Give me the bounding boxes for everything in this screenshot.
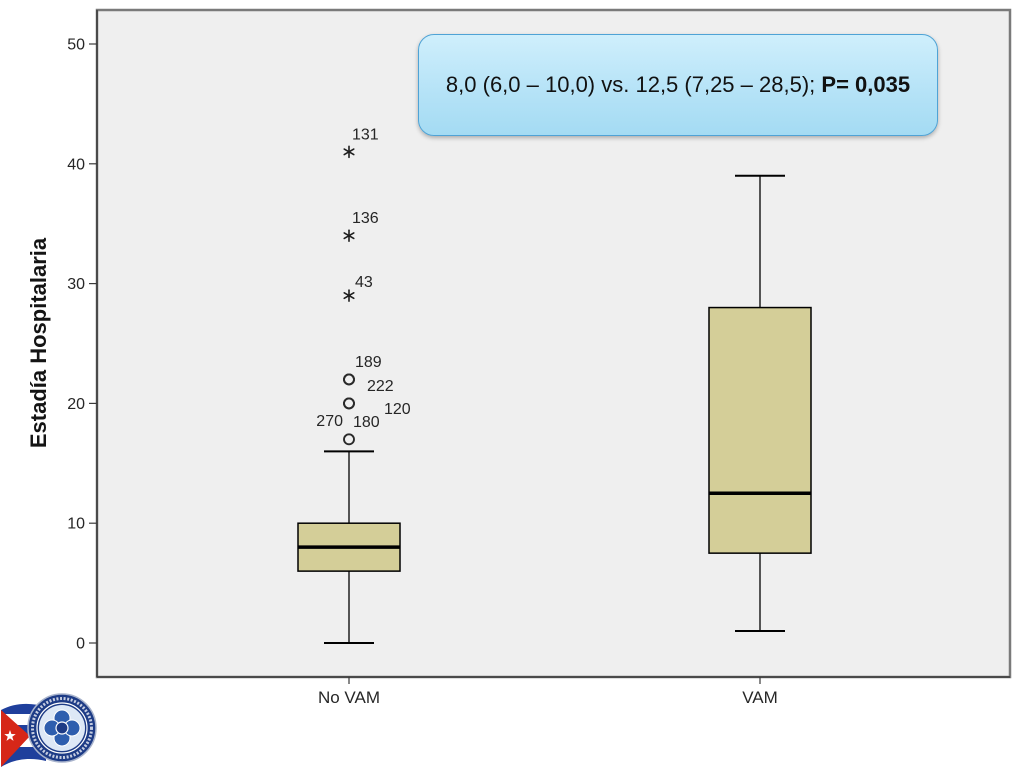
asterisk-stroke bbox=[343, 232, 355, 240]
x-tick-label-no-vam: No VAM bbox=[318, 688, 380, 707]
institute-logo bbox=[1, 693, 97, 767]
y-tick-label: 30 bbox=[67, 276, 85, 293]
annotation-line: 8,0 (6,0 – 10,0) vs. 12,5 (7,25 – 28,5);… bbox=[446, 72, 910, 98]
extreme-outlier-marker bbox=[343, 289, 355, 302]
statistics-annotation-box: 8,0 (6,0 – 10,0) vs. 12,5 (7,25 – 28,5);… bbox=[418, 34, 938, 136]
flag-stripe bbox=[1, 703, 46, 714]
y-tick-label: 40 bbox=[67, 156, 85, 173]
annotation-text: 8,0 (6,0 – 10,0) vs. 12,5 (7,25 – 28,5); bbox=[445, 72, 816, 97]
outlier-label: 136 bbox=[352, 210, 379, 227]
y-tick-label: 10 bbox=[67, 516, 85, 533]
y-tick-label: 50 bbox=[67, 37, 85, 54]
flag-stripe bbox=[1, 714, 46, 725]
outlier-label: 131 bbox=[352, 126, 379, 143]
seal-inner-ring bbox=[36, 702, 88, 754]
flag-triangle bbox=[1, 710, 30, 767]
asterisk-stroke bbox=[343, 292, 355, 300]
flag-star-icon bbox=[4, 730, 16, 741]
box-group-vam bbox=[708, 174, 812, 633]
annotation-p-value: P= 0,035 bbox=[821, 72, 911, 97]
iqr-box bbox=[708, 306, 812, 554]
outlier-label: 222 bbox=[367, 378, 394, 395]
y-axis-title: Estadía Hospitalaria bbox=[26, 237, 51, 448]
y-tick-label: 0 bbox=[76, 636, 85, 653]
outlier-label: 120 bbox=[384, 401, 411, 418]
outlier-label: 270 bbox=[316, 413, 343, 430]
extreme-outlier-marker bbox=[343, 145, 355, 159]
outlier-label: 180 bbox=[353, 414, 380, 431]
y-tick-label: 20 bbox=[67, 396, 85, 413]
asterisk-stroke bbox=[343, 148, 355, 156]
outlier-marker bbox=[343, 397, 355, 410]
outlier-marker bbox=[343, 373, 355, 386]
outlier-label: 189 bbox=[355, 354, 382, 371]
outlier-marker bbox=[343, 433, 355, 446]
x-tick-label-vam: VAM bbox=[742, 688, 778, 707]
outlier-label: 43 bbox=[355, 274, 373, 291]
seal-lettering-band bbox=[31, 697, 93, 759]
extreme-outlier-marker bbox=[343, 229, 355, 242]
seal-icon bbox=[27, 693, 97, 763]
seal-emblem-center bbox=[55, 721, 69, 735]
